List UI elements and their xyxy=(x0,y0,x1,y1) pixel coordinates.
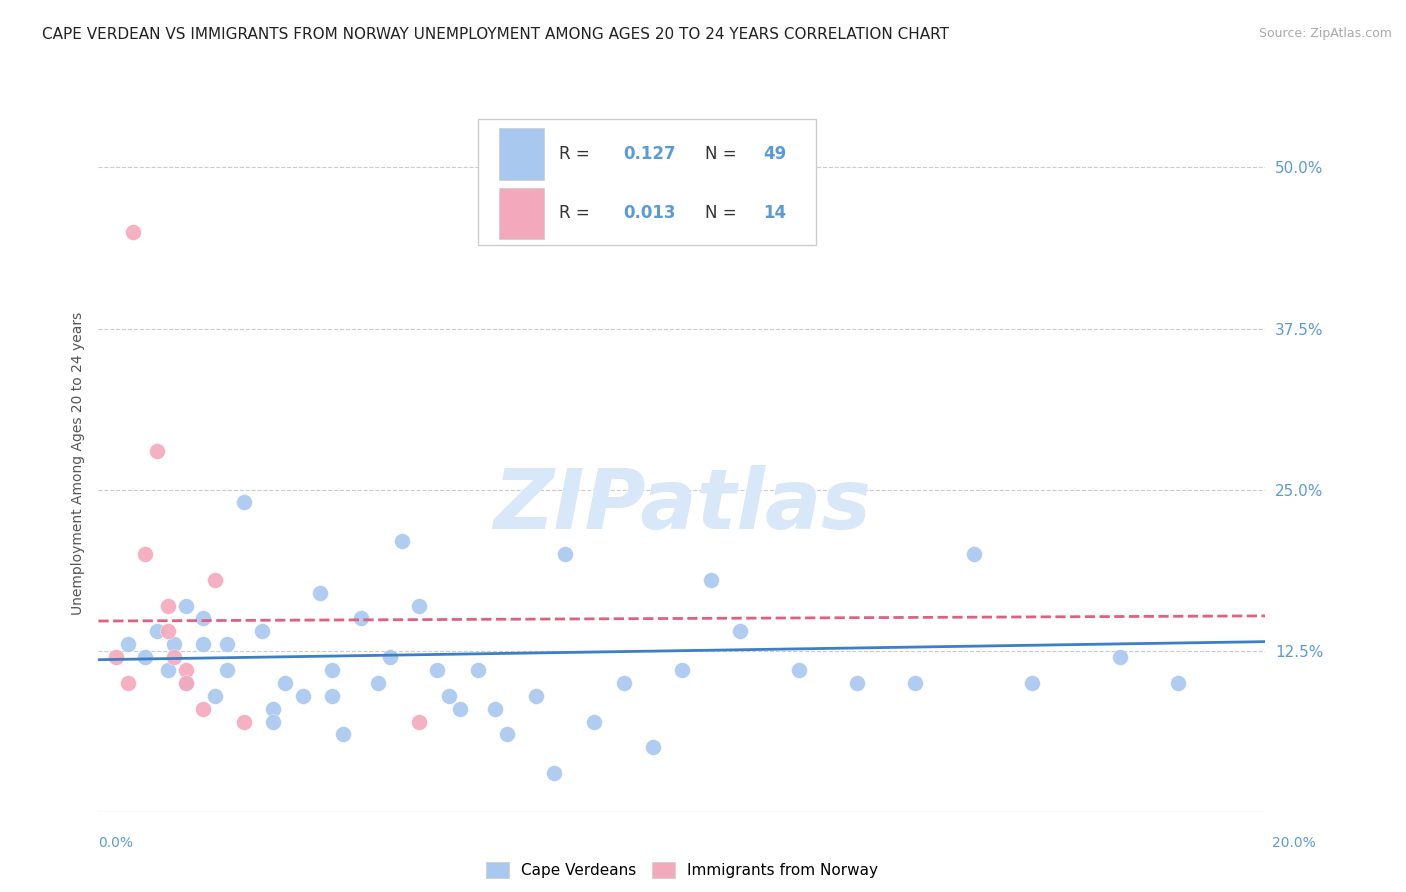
Point xyxy=(641,740,664,755)
Point xyxy=(495,727,517,741)
Text: 49: 49 xyxy=(763,145,787,163)
Point xyxy=(117,676,139,690)
Point xyxy=(204,573,226,587)
Point xyxy=(204,689,226,703)
Point xyxy=(174,663,197,677)
Point xyxy=(193,701,215,715)
Point xyxy=(426,663,449,677)
Point xyxy=(1108,650,1130,665)
Point xyxy=(104,650,127,665)
Point xyxy=(174,599,197,613)
Point xyxy=(671,663,693,677)
Point xyxy=(367,676,389,690)
FancyBboxPatch shape xyxy=(499,187,544,239)
Point xyxy=(437,689,460,703)
Point xyxy=(350,611,373,625)
Point xyxy=(117,637,139,651)
Point xyxy=(157,663,180,677)
Point xyxy=(134,547,156,561)
Point xyxy=(193,637,215,651)
Point xyxy=(1167,676,1189,690)
Point xyxy=(146,624,169,639)
Point xyxy=(134,650,156,665)
Point xyxy=(321,663,343,677)
Text: 0.127: 0.127 xyxy=(623,145,676,163)
Point xyxy=(193,611,215,625)
Point xyxy=(845,676,868,690)
Text: CAPE VERDEAN VS IMMIGRANTS FROM NORWAY UNEMPLOYMENT AMONG AGES 20 TO 24 YEARS CO: CAPE VERDEAN VS IMMIGRANTS FROM NORWAY U… xyxy=(42,27,949,42)
Text: R =: R = xyxy=(560,204,595,222)
Point xyxy=(157,624,180,639)
Point xyxy=(233,495,256,509)
Point xyxy=(215,663,238,677)
Point xyxy=(524,689,547,703)
Point xyxy=(262,714,284,729)
Point xyxy=(1021,676,1043,690)
Point xyxy=(250,624,273,639)
Point xyxy=(274,676,297,690)
Point xyxy=(484,701,506,715)
Point xyxy=(612,676,634,690)
Point xyxy=(291,689,314,703)
Point xyxy=(728,624,751,639)
Text: N =: N = xyxy=(706,204,742,222)
Y-axis label: Unemployment Among Ages 20 to 24 years: Unemployment Among Ages 20 to 24 years xyxy=(70,312,84,615)
Point xyxy=(467,663,489,677)
Point xyxy=(543,766,565,780)
Point xyxy=(554,547,576,561)
Point xyxy=(408,714,430,729)
Point xyxy=(262,701,284,715)
FancyBboxPatch shape xyxy=(478,120,815,244)
Point xyxy=(174,676,197,690)
Text: Source: ZipAtlas.com: Source: ZipAtlas.com xyxy=(1258,27,1392,40)
Point xyxy=(163,637,186,651)
Point xyxy=(157,599,180,613)
Point xyxy=(146,444,169,458)
Point xyxy=(787,663,810,677)
Point xyxy=(449,701,471,715)
Point xyxy=(163,650,186,665)
Point xyxy=(904,676,927,690)
Point xyxy=(215,637,238,651)
FancyBboxPatch shape xyxy=(499,128,544,180)
Point xyxy=(700,573,723,587)
Text: N =: N = xyxy=(706,145,742,163)
Point xyxy=(309,585,332,599)
Text: 20.0%: 20.0% xyxy=(1272,836,1316,850)
Point xyxy=(321,689,343,703)
Point xyxy=(391,534,413,549)
Text: 0.013: 0.013 xyxy=(623,204,676,222)
Text: 0.0%: 0.0% xyxy=(98,836,134,850)
Point xyxy=(332,727,354,741)
Text: R =: R = xyxy=(560,145,595,163)
Point xyxy=(408,599,430,613)
Point xyxy=(174,676,197,690)
Point xyxy=(583,714,606,729)
Text: 14: 14 xyxy=(763,204,787,222)
Point xyxy=(962,547,984,561)
Point xyxy=(122,225,145,239)
Point xyxy=(233,714,256,729)
Text: ZIPatlas: ZIPatlas xyxy=(494,465,870,546)
Legend: Cape Verdeans, Immigrants from Norway: Cape Verdeans, Immigrants from Norway xyxy=(479,856,884,884)
Point xyxy=(378,650,402,665)
